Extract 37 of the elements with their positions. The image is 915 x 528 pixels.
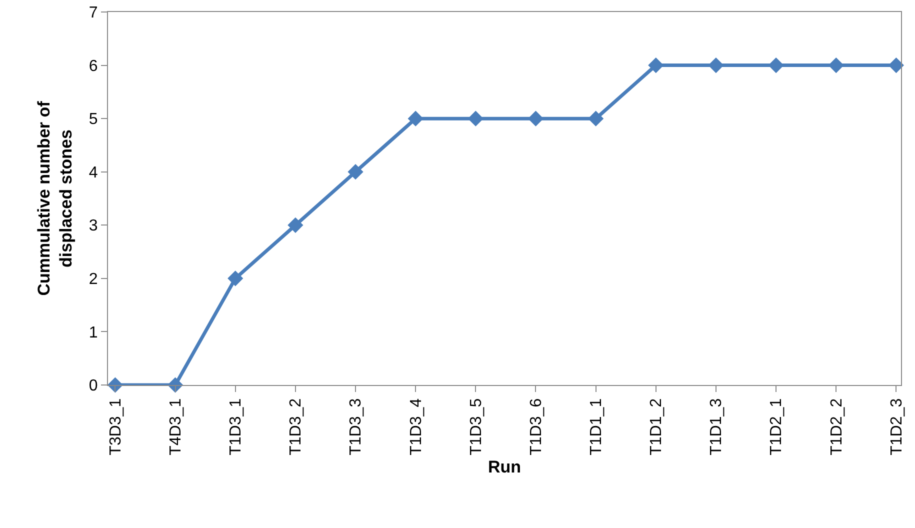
y-tick-label: 1 [88, 324, 98, 342]
x-axis-title: Run [488, 458, 522, 477]
x-tick-label: T3D3_1 [107, 398, 124, 456]
x-tick-label: T4D3_1 [167, 398, 184, 456]
point [648, 57, 664, 74]
y-tick-label: 2 [88, 271, 98, 288]
point [468, 110, 484, 126]
y-tick-label: 6 [88, 58, 98, 75]
x-tick-label: T1D2_3 [888, 398, 906, 456]
y-tick-label: 7 [88, 4, 98, 22]
point [528, 110, 544, 126]
x-tick-label: T1D3_4 [408, 398, 425, 456]
point [888, 57, 904, 74]
point [348, 164, 364, 180]
y-axis-title: Cummulative number of displaced stones [34, 100, 76, 296]
x-tick-label: T1D1_3 [708, 398, 726, 456]
point [768, 57, 784, 74]
point [588, 110, 604, 126]
x-tick-label: T1D3_3 [348, 398, 365, 456]
x-tick-label: T1D3_6 [528, 398, 545, 456]
y-tick-label: 5 [88, 111, 98, 128]
point [828, 57, 844, 74]
y-tick-label: 3 [88, 218, 98, 235]
point [408, 110, 424, 126]
x-tick-label: T1D3_2 [288, 398, 305, 456]
point [228, 270, 244, 286]
x-tick-label: T1D3_1 [228, 398, 245, 456]
x-tick-label: T1D1_1 [588, 398, 606, 456]
x-tick-label: T1D2_1 [768, 398, 786, 456]
point [167, 377, 184, 393]
x-tick-label: T1D2_2 [828, 398, 846, 456]
point [708, 57, 724, 74]
y-tick-label: 0 [88, 378, 98, 395]
x-tick-label: T1D3_5 [468, 398, 485, 456]
x-tick-label: T1D1_2 [648, 398, 666, 456]
point [288, 217, 304, 233]
y-tick-label: 4 [88, 164, 98, 182]
